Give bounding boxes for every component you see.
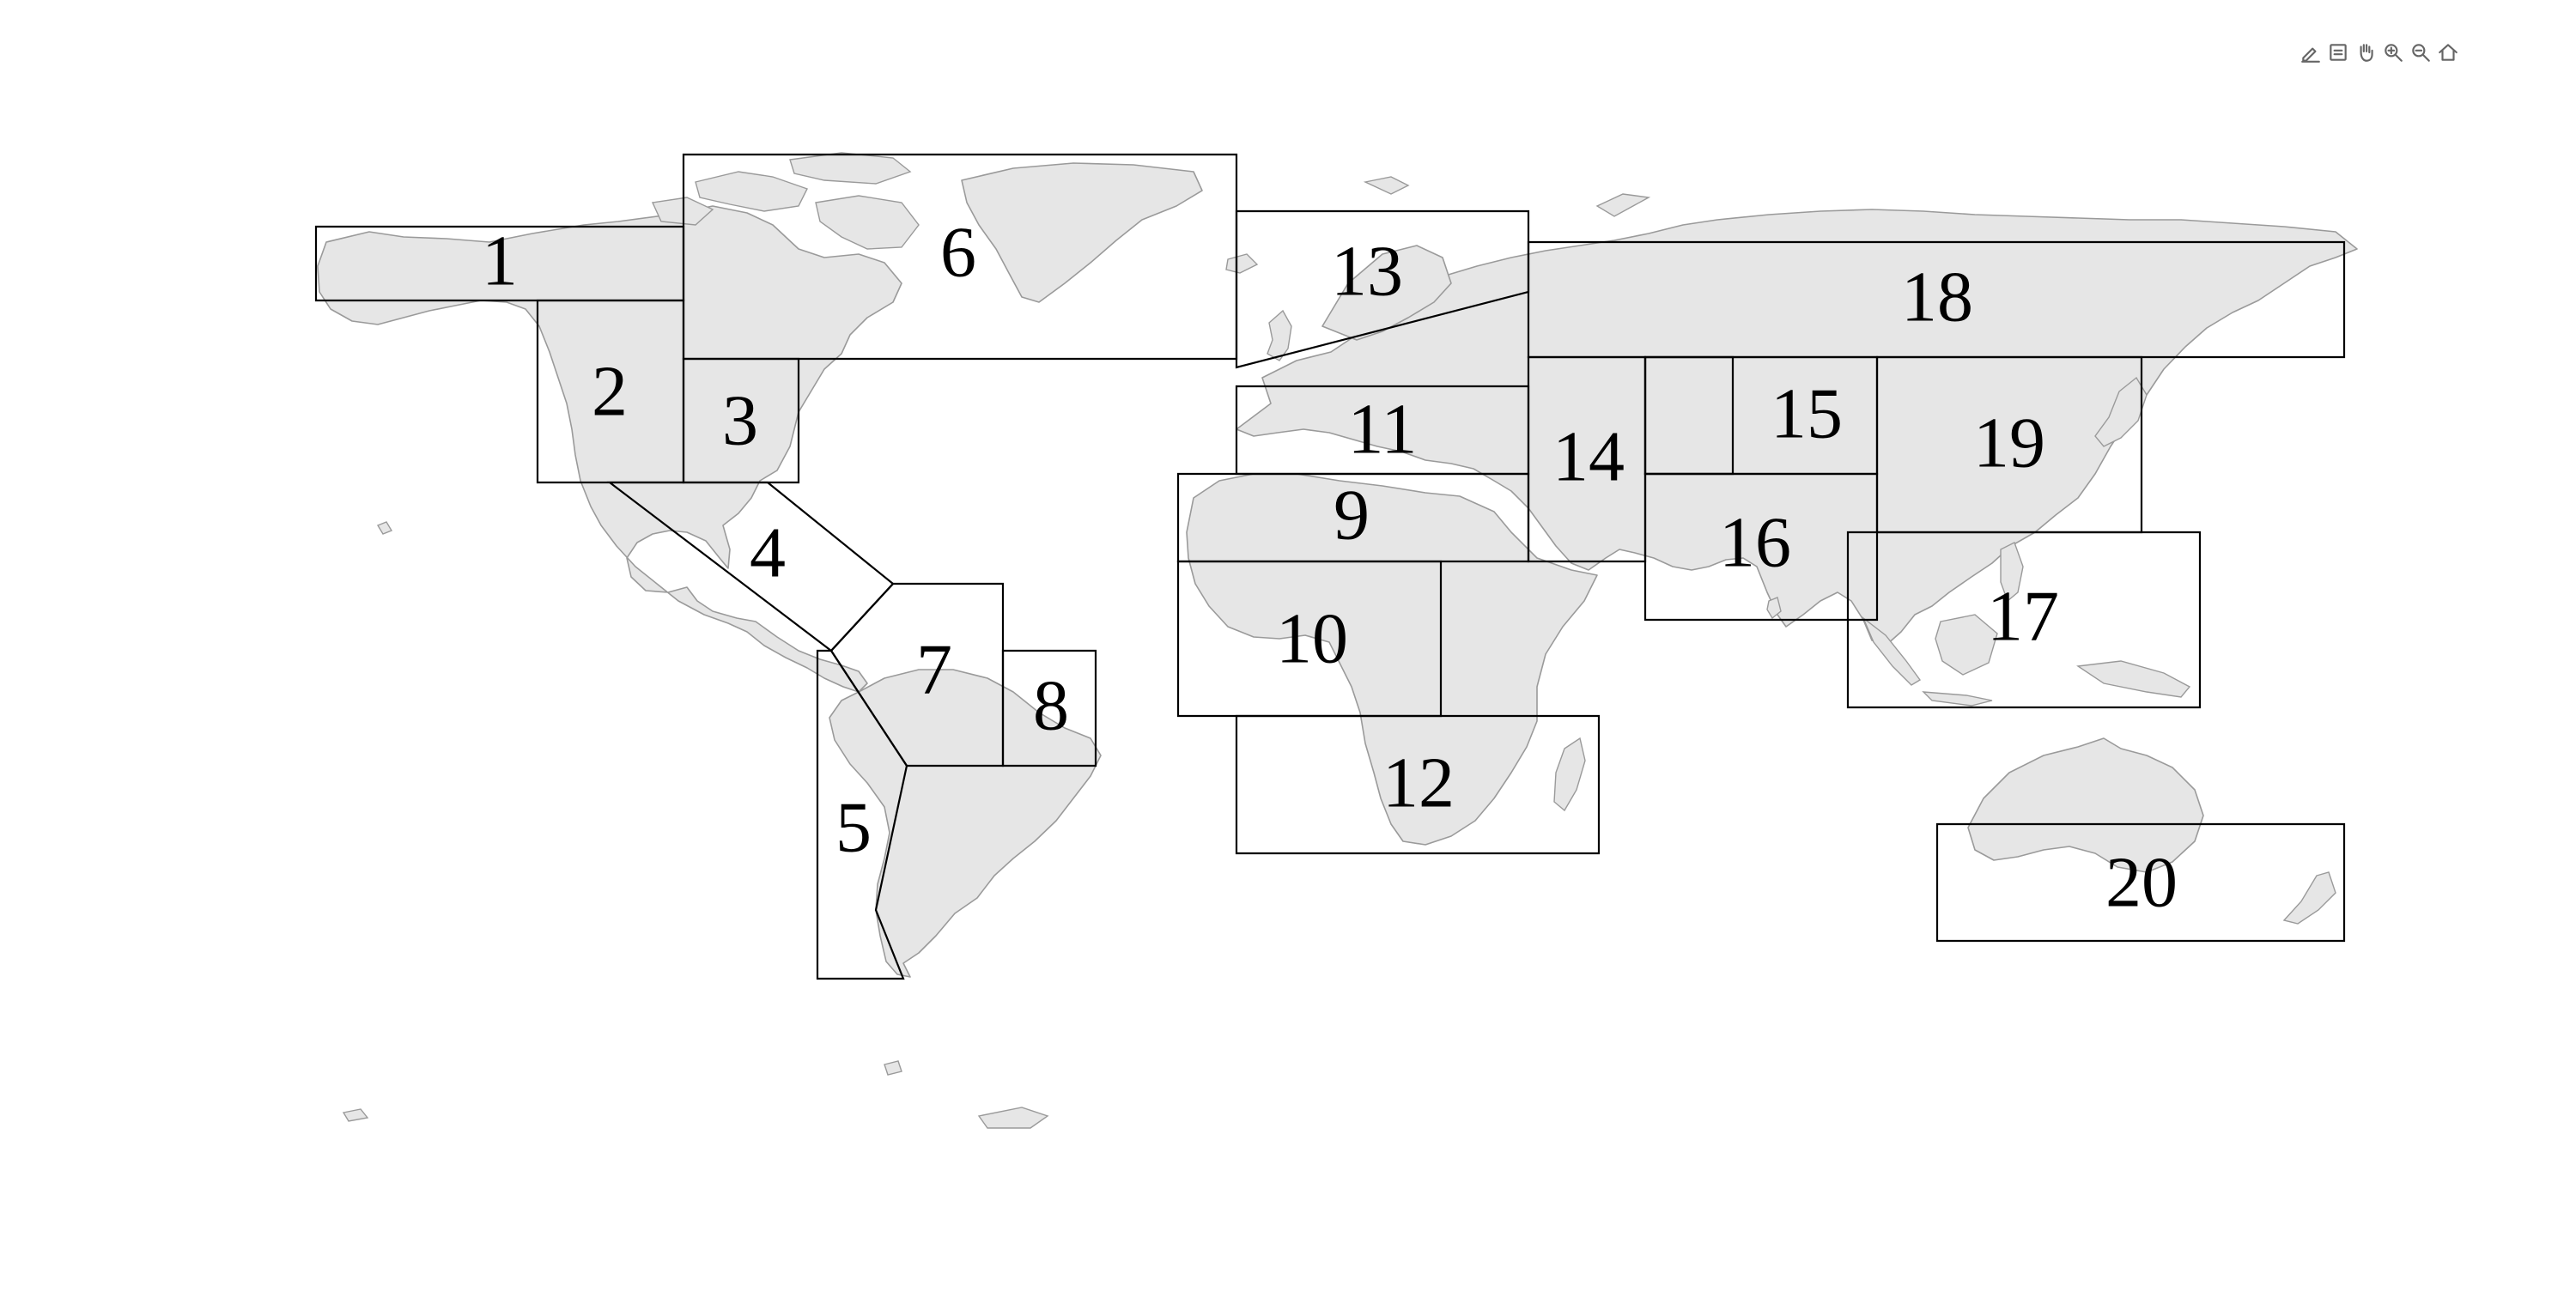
- landmass-antarctic-3: [884, 1060, 902, 1076]
- region-label-1: 1: [482, 221, 518, 300]
- region-label-20: 20: [2105, 842, 2178, 922]
- landmass-greenland: [961, 162, 1203, 303]
- region-label-15: 15: [1771, 373, 1843, 453]
- region-outline-7[interactable]: [829, 582, 1005, 767]
- landmass-arctic-islands: [695, 171, 808, 212]
- region-outline-16[interactable]: [1643, 472, 1879, 622]
- region-label-14: 14: [1552, 416, 1625, 496]
- region-label-11: 11: [1348, 389, 1418, 469]
- landmass-australia: [1967, 737, 2204, 873]
- landmass-eurasia: [1236, 209, 2358, 646]
- region-outline-18[interactable]: [1527, 240, 2346, 359]
- landmass-iceland: [1225, 253, 1259, 274]
- landmass-madagascar: [1553, 737, 1586, 812]
- landmass-baffin: [815, 195, 920, 250]
- zoom-out-button[interactable]: [2408, 39, 2433, 65]
- reset-view-button[interactable]: [2435, 39, 2461, 65]
- region-label-5: 5: [835, 787, 872, 867]
- region-label-17: 17: [1987, 576, 2059, 656]
- landmass-hawaii: [376, 521, 393, 535]
- region-label-2: 2: [592, 351, 628, 431]
- region-label-10: 10: [1276, 598, 1348, 678]
- landmass-sumatra: [1862, 616, 1922, 686]
- region-label-12: 12: [1382, 743, 1455, 822]
- home-icon: [2439, 44, 2458, 61]
- region-label-13: 13: [1331, 231, 1403, 311]
- region-outlines: [314, 153, 2346, 980]
- landmass-africa: [1186, 473, 1598, 846]
- landmass-new-zealand: [2282, 871, 2336, 925]
- zoom-in-icon: [2385, 44, 2403, 62]
- region-label-16: 16: [1719, 502, 1791, 582]
- region-outline-8[interactable]: [1001, 649, 1097, 767]
- map-toolbar: [2298, 38, 2461, 67]
- region-labels: 1 2 3 4 5 6 7 8 9 10 11 12 13 14 15 16 1…: [482, 212, 2178, 922]
- region-outline-12[interactable]: [1235, 714, 1601, 855]
- landmasses: [317, 152, 2358, 1129]
- landmass-antarctic-2: [342, 1108, 369, 1122]
- landmass-ellesmere: [789, 152, 912, 185]
- region-outline-19[interactable]: [1875, 355, 2143, 534]
- landmass-novaya-zemlya: [1595, 193, 1651, 217]
- pan-button[interactable]: [2353, 39, 2379, 65]
- landmass-new-guinea: [2076, 660, 2191, 698]
- region-label-18: 18: [1901, 257, 1973, 337]
- region-label-3: 3: [722, 380, 758, 460]
- pencil-icon: [2301, 47, 2320, 63]
- region-label-4: 4: [750, 513, 786, 592]
- region-outline-20[interactable]: [1935, 822, 2346, 943]
- region-label-6: 6: [940, 212, 976, 292]
- landmass-scandinavia: [1321, 245, 1452, 341]
- region-label-19: 19: [1973, 403, 2045, 482]
- landmass-philippines: [2000, 542, 2024, 603]
- edit-button[interactable]: [2298, 39, 2324, 65]
- region-label-9: 9: [1334, 475, 1370, 555]
- landmass-britain: [1267, 309, 1292, 361]
- save-icon: [2330, 44, 2347, 61]
- landmass-south-america: [829, 669, 1102, 978]
- landmass-svalbard: [1363, 176, 1410, 195]
- region-label-7: 7: [916, 629, 952, 709]
- hand-icon: [2360, 44, 2373, 62]
- region-label-8: 8: [1033, 665, 1069, 745]
- landmass-antarctic-1: [977, 1107, 1049, 1129]
- zoom-in-button[interactable]: [2380, 39, 2406, 65]
- landmass-java: [1922, 691, 1993, 707]
- save-button[interactable]: [2325, 39, 2351, 65]
- zoom-out-icon: [2412, 44, 2430, 62]
- landmass-sri-lanka: [1766, 597, 1782, 620]
- landmass-borneo: [1935, 614, 1998, 676]
- landmass-japan: [2094, 376, 2148, 447]
- landmass-north-america: [317, 205, 902, 693]
